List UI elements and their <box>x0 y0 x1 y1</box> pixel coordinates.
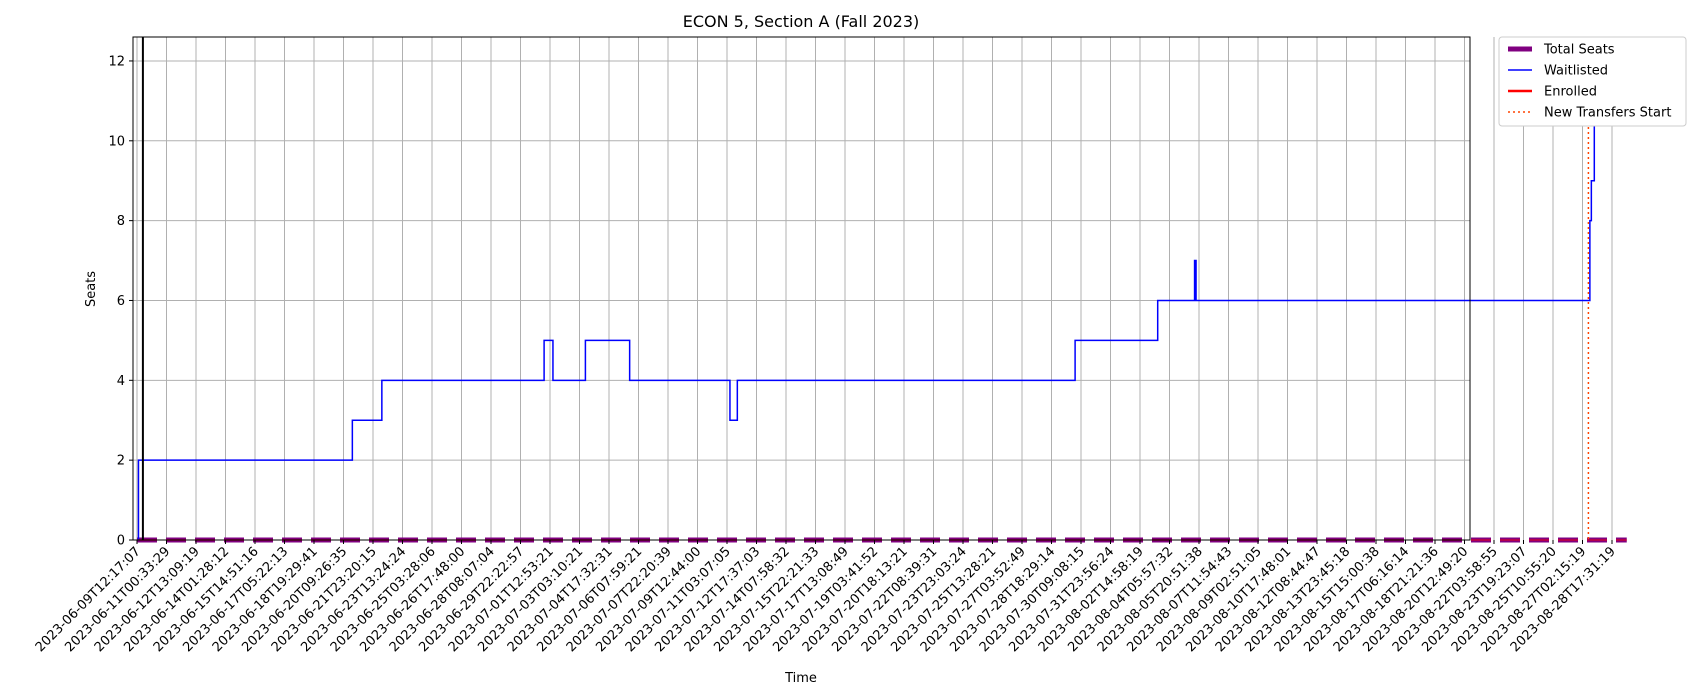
legend-box <box>1498 36 1687 127</box>
y-axis: 0 2 4 6 8 10 12 <box>108 54 133 549</box>
y-tick-label: 2 <box>117 454 125 469</box>
y-tick-label: 12 <box>108 54 125 69</box>
plot-frame <box>132 36 1471 541</box>
legend-label: Enrolled <box>1544 85 1597 100</box>
y-tick-label: 6 <box>117 294 125 309</box>
legend-label: Waitlisted <box>1544 64 1608 79</box>
grid-lines <box>133 37 1613 541</box>
y-axis-label: Seats <box>84 271 99 307</box>
series-waitlisted <box>137 60 1601 541</box>
legend: Total Seats Waitlisted Enrolled New Transfe… <box>1498 36 1687 127</box>
x-axis-label: Time <box>784 671 817 686</box>
y-tick-label: 10 <box>108 134 125 149</box>
y-tick-label: 4 <box>117 374 125 389</box>
y-tick-label: 0 <box>117 534 125 549</box>
chart-title: ECON 5, Section A (Fall 2023) <box>683 12 920 31</box>
legend-label: Total Seats <box>1543 43 1615 58</box>
x-axis: 2023-06-09T12:17:072023-06-11T00:33:2920… <box>33 540 1619 655</box>
legend-label: New Transfers Start <box>1544 106 1671 121</box>
plot-area <box>137 37 1627 543</box>
y-tick-label: 8 <box>117 214 125 229</box>
